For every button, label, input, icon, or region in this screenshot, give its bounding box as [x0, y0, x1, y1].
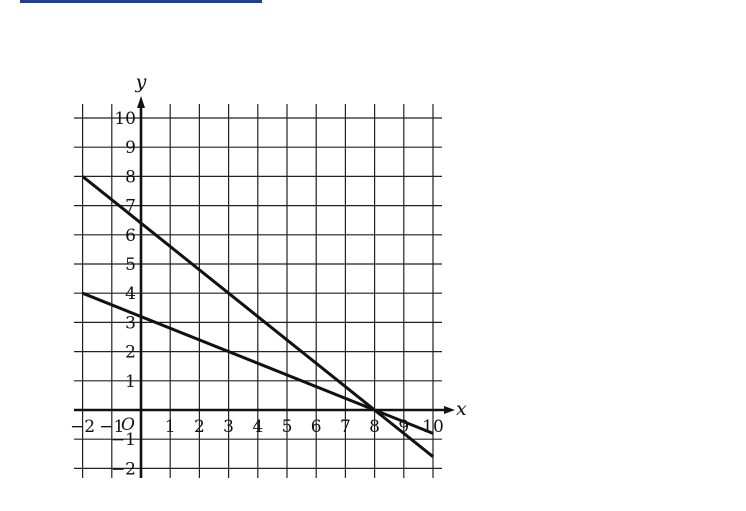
grid — [74, 104, 442, 478]
x-axis-label: x — [456, 398, 467, 420]
y-tick-label: 1 — [125, 372, 136, 392]
x-tick-label: −2 — [70, 417, 95, 437]
y-tick-label: 3 — [125, 313, 136, 333]
top-rule — [20, 0, 262, 3]
y-tick-label: 4 — [125, 284, 136, 304]
y-tick-label: −1 — [111, 430, 136, 450]
series-lines — [81, 175, 434, 458]
x-tick-label: −1 — [99, 417, 124, 437]
x-tick-label: 10 — [422, 417, 444, 437]
y-tick-label: 10 — [114, 109, 136, 129]
x-tick-label: 3 — [223, 417, 234, 437]
x-tick-label: 8 — [369, 417, 380, 437]
x-tick-label: 2 — [194, 417, 205, 437]
y-tick-label: 9 — [125, 138, 136, 158]
x-tick-label: 4 — [252, 417, 263, 437]
x-tick-label: 7 — [340, 417, 351, 437]
y-axis-label: y — [135, 71, 147, 93]
x-tick-label: 5 — [282, 417, 293, 437]
y-tick-label: 7 — [125, 197, 136, 217]
x-tick-label: 1 — [165, 417, 176, 437]
x-tick-label: 9 — [398, 417, 409, 437]
x-tick-label: 6 — [311, 417, 322, 437]
y-tick-label: 6 — [125, 226, 136, 246]
series-line-2 — [82, 291, 434, 435]
x-axis-arrow — [444, 406, 455, 414]
origin-label: O — [121, 415, 135, 435]
y-tick-label: 5 — [125, 255, 136, 275]
y-tick-label: −2 — [111, 459, 136, 479]
y-axis-arrow — [137, 96, 145, 108]
y-tick-label: 2 — [125, 343, 136, 363]
axes — [74, 96, 455, 478]
y-tick-label: 8 — [125, 167, 136, 187]
